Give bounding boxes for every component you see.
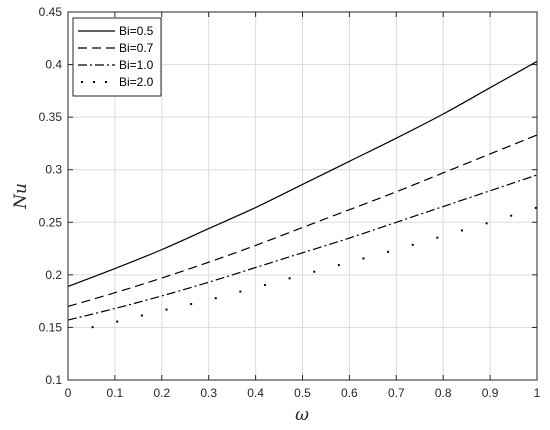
x-tick-label: 0.3 [200, 386, 217, 400]
series-point [362, 257, 365, 260]
series-bi-0-5 [67, 60, 538, 287]
y-tick-label: 0.45 [39, 5, 63, 19]
y-tick-label: 0.3 [45, 163, 62, 177]
legend-label: Bi=2.0 [119, 75, 154, 89]
series-point [288, 277, 291, 280]
series-point [337, 264, 340, 267]
x-tick-label: 0.4 [247, 386, 264, 400]
x-tick-label: 0.7 [388, 386, 405, 400]
legend-swatch [81, 81, 83, 83]
series-point [165, 308, 168, 311]
y-tick-label: 0.25 [39, 215, 63, 229]
series-point [214, 297, 217, 300]
y-tick-label: 0.35 [39, 110, 63, 124]
legend: Bi=0.5 Bi=0.7 Bi=1.0 Bi=2.0 [72, 17, 162, 97]
x-tick-label: 0.6 [341, 386, 358, 400]
x-tick-label: 0.5 [294, 386, 311, 400]
grid-lines [68, 12, 537, 380]
series-point [263, 283, 266, 286]
x-tick-label: 0.8 [435, 386, 452, 400]
y-tick-label: 0.4 [45, 58, 62, 72]
series-point [313, 270, 316, 273]
legend-swatch [105, 81, 107, 83]
series-point [239, 290, 242, 293]
x-tick-label: 1 [534, 386, 541, 400]
series-point [387, 250, 390, 253]
legend-label: Bi=0.5 [119, 24, 154, 38]
series-bi-0-7 [67, 134, 538, 307]
y-tick-label: 0.2 [45, 268, 62, 282]
x-tick-label: 0.9 [482, 386, 499, 400]
y-tick-label: 0.1 [45, 373, 62, 387]
series-point [411, 243, 414, 246]
series-point [116, 320, 119, 323]
series-point [510, 214, 513, 217]
legend-label: Bi=1.0 [119, 58, 154, 72]
series-point [436, 236, 439, 239]
series-point [534, 206, 537, 209]
x-tick-label: 0 [65, 386, 72, 400]
series-point [91, 326, 94, 329]
x-tick-label: 0.2 [153, 386, 170, 400]
series-group [67, 60, 538, 329]
series-bi-1-0 [67, 174, 538, 321]
y-tick-label: 0.15 [39, 320, 63, 334]
series-point [190, 303, 193, 306]
series-point [140, 314, 143, 317]
x-axis-label: ω [295, 405, 309, 425]
series-bi-2-0 [91, 206, 537, 329]
x-tick-label: 0.1 [107, 386, 124, 400]
ticks-group: 0 0.1 0.2 0.3 0.4 0.5 0.6 0.7 0.8 0.9 10.10.150.20… [39, 5, 541, 400]
series-point [460, 229, 463, 232]
legend-label: Bi=0.7 [119, 41, 154, 55]
series-point [485, 222, 488, 225]
y-axis-label: Nu [11, 183, 31, 210]
legend-swatch [93, 81, 95, 83]
